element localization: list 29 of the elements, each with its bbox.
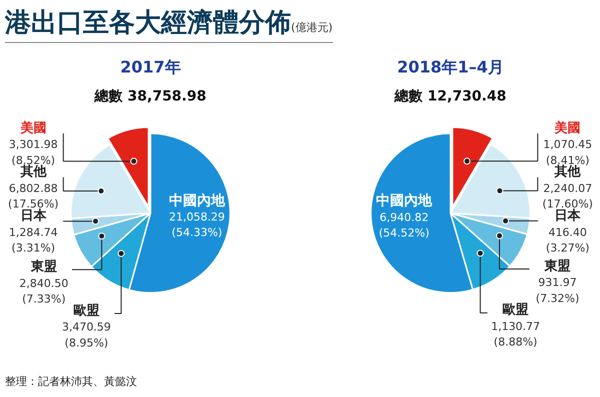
slice-label: 日本 [554,208,582,224]
data-label: 416.40 (3.27%) [546,226,590,254]
slice-label: 東盟 [30,259,57,274]
data-label: 3,470.59 (8.95%) [62,320,111,350]
data-label: 1,070.45 (8.41%) [543,138,592,167]
chart-title: 2018年1–4月 [397,58,504,76]
data-label: 3,301.98 (8.52%) [8,138,58,167]
slice-label: 中國內地 [168,192,226,209]
slice-label: 美國 [554,120,581,136]
chart-subtitle: 總數 38,758.98 [94,88,206,104]
slice-label: 其他 [19,164,48,180]
slice-label: 歐盟 [73,303,100,318]
data-label: 1,130.77 (8.88%) [491,320,540,349]
slice-label: 美國 [19,120,46,136]
data-label: 21,058.29 (54.33%) [168,210,225,240]
data-label: 6,940.82 (54.52%) [378,210,430,240]
slice-label: 其他 [554,164,582,180]
data-label: 1,284.74 (3.31%) [8,226,58,254]
slice-label: 東盟 [544,258,571,274]
data-label: 2,840.50 (7.33%) [19,276,68,306]
slice-label: 歐盟 [502,302,529,318]
chart-subtitle: 總數 12,730.48 [394,88,506,104]
text: 整理：記者林沛其、黃懿汶 [5,374,137,390]
chart-title: 2017年 [120,58,181,76]
slice-label: 日本 [20,208,48,224]
text: 港出口至各大經濟體分佈 [5,8,291,38]
slice-label: 中國內地 [376,193,434,210]
data-label: 931.97 (7.32%) [536,276,580,305]
text: (億港元) [291,21,333,34]
